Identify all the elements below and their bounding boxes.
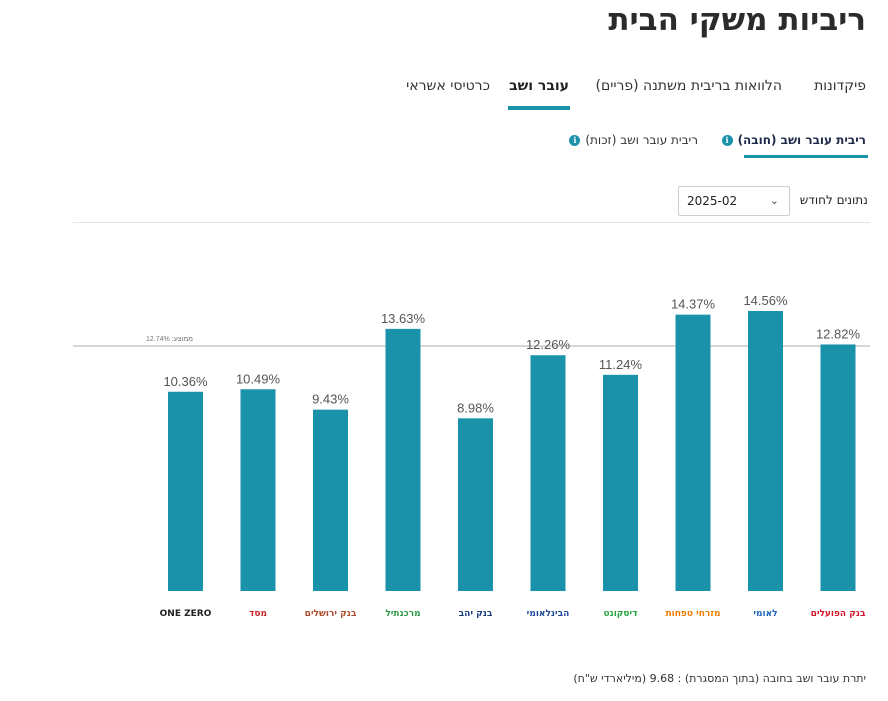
month-select[interactable]: 2025-02 ⌄: [678, 186, 790, 216]
bar[interactable]: [313, 409, 348, 591]
average-label: ממוצע: 12.74%: [146, 336, 193, 343]
subtab-credit-rate-label: ריבית עובר ושב (זכות): [585, 133, 698, 147]
bar[interactable]: [240, 389, 276, 591]
main-tabs: פיקדונות הלוואות בריבית משתנה (פריים) עו…: [300, 78, 866, 114]
bank-logo: מרכנתיל: [385, 609, 421, 619]
bar[interactable]: [748, 311, 783, 591]
bank-logo: דיסקונט: [603, 609, 638, 619]
bar-value-label: 10.36%: [163, 374, 208, 389]
bar[interactable]: [603, 374, 638, 591]
bar[interactable]: [820, 344, 856, 591]
subtab-credit-rate[interactable]: ריבית עובר ושב (זכות) i: [569, 133, 698, 147]
bar-value-label: 14.56%: [743, 293, 788, 308]
bar-value-label: 12.26%: [526, 337, 571, 352]
bar-value-label: 12.82%: [816, 326, 861, 341]
bar[interactable]: [168, 391, 203, 591]
tab-prime-loans[interactable]: הלוואות בריבית משתנה (פריים): [595, 78, 782, 94]
bank-logo: מזרחי טפחות: [665, 609, 721, 619]
month-select-value: 2025-02: [687, 194, 738, 208]
bar-value-label: 13.63%: [381, 311, 426, 326]
page-title: ריביות משקי הבית: [608, 2, 866, 38]
info-icon[interactable]: i: [569, 134, 581, 146]
bank-logo: מסד: [249, 609, 267, 619]
bar-value-label: 8.98%: [457, 400, 494, 415]
tab-current-account[interactable]: עובר ושב: [509, 78, 569, 94]
divider: [73, 222, 870, 223]
bar-value-label: 11.24%: [599, 357, 643, 372]
bank-logo: בנק הפועלים: [810, 609, 866, 619]
subtab-debit-rate[interactable]: ריבית עובר ושב (חובה) i: [721, 133, 868, 158]
tab-credit-cards[interactable]: כרטיסי אשראי: [406, 78, 490, 94]
bank-logo: ONE ZERO: [159, 609, 212, 619]
subtab-debit-rate-label: ריבית עובר ושב (חובה): [737, 133, 866, 147]
bar[interactable]: [530, 355, 566, 591]
chevron-down-icon: ⌄: [769, 194, 779, 207]
bank-logo: הבינלאומי: [526, 609, 570, 619]
tab-deposits[interactable]: פיקדונות: [814, 78, 866, 94]
bar-value-label: 14.37%: [671, 297, 716, 312]
bank-logo: לאומי: [753, 609, 778, 619]
month-filter-label: נתונים לחודש: [799, 193, 868, 207]
info-icon[interactable]: i: [721, 134, 733, 146]
active-subtab-indicator: [744, 155, 868, 158]
bar[interactable]: [675, 314, 711, 591]
footer-note: יתרת עובר ושב בחובה (בתוך המסגרת) : 9.68…: [573, 672, 866, 685]
bar-value-label: 10.49%: [236, 371, 281, 386]
bank-logo: בנק ירושלים: [304, 609, 357, 619]
bar[interactable]: [385, 328, 421, 591]
active-tab-indicator: [508, 106, 570, 110]
bar-value-label: 9.43%: [312, 392, 349, 407]
bank-logo: בנק יהב: [458, 609, 493, 619]
bar[interactable]: [458, 418, 493, 591]
